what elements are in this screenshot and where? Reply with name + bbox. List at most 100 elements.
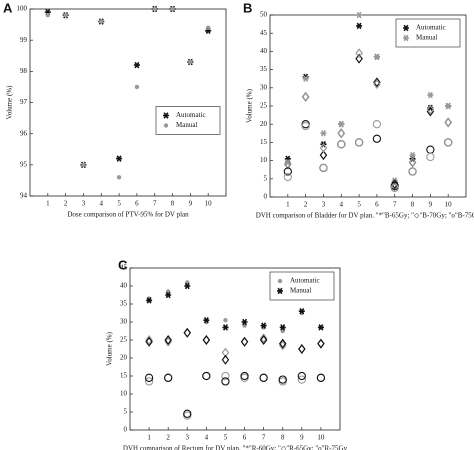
x-tick-label: 3 <box>322 201 326 209</box>
y-axis-label: Volume (%) <box>106 331 114 366</box>
diamond-marker <box>408 157 417 168</box>
legend-label: Automatic <box>176 111 206 119</box>
x-axis-label: Dose comparison of PTV-95% for DV plan <box>67 211 189 219</box>
y-tick-label: 45 <box>120 264 128 272</box>
diamond-marker <box>202 335 211 345</box>
circle-marker <box>297 375 306 384</box>
legend-marker <box>163 123 169 128</box>
diamond-marker <box>373 77 381 88</box>
x-axis-label: DVH comparison of Rectum for DV plan. "*… <box>123 445 348 450</box>
diamond-marker <box>301 91 310 102</box>
x-tick-label: 3 <box>186 434 190 442</box>
diamond-marker <box>298 344 306 354</box>
y-tick-label: 0 <box>124 426 128 434</box>
diamond-marker <box>301 91 310 102</box>
panel-label: C <box>118 257 128 272</box>
dot-marker <box>188 59 193 65</box>
star-marker <box>260 322 267 329</box>
x-tick-label: 5 <box>357 201 361 209</box>
y-tick-label: 5 <box>124 408 128 416</box>
x-tick-label: 5 <box>117 200 121 208</box>
diamond-marker <box>202 335 211 345</box>
circle-marker <box>259 373 268 382</box>
x-tick-label: 4 <box>205 434 209 442</box>
legend-label: Manual <box>290 287 311 295</box>
legend-marker <box>277 287 283 295</box>
y-tick-label: 30 <box>260 83 268 91</box>
y-tick-label: 95 <box>20 160 28 168</box>
circle-marker <box>240 371 249 381</box>
diamond-marker <box>240 336 249 347</box>
star-marker <box>133 61 140 69</box>
diamond-marker <box>298 344 306 354</box>
diamond-marker <box>164 335 172 345</box>
y-tick-label: 25 <box>120 336 128 344</box>
circle-marker <box>408 167 417 176</box>
diamond-marker <box>183 327 192 338</box>
diamond-marker <box>337 128 346 139</box>
dot-marker <box>63 13 68 18</box>
star-marker <box>184 282 191 290</box>
star-marker <box>356 11 363 19</box>
panel-label: A <box>3 0 13 15</box>
y-tick-label: 20 <box>260 120 268 128</box>
y-tick-label: 40 <box>120 282 128 290</box>
dot-marker <box>170 6 175 12</box>
circle-marker <box>297 371 306 381</box>
x-tick-label: 10 <box>317 434 325 442</box>
legend-box <box>269 271 335 301</box>
y-tick-label: 10 <box>260 156 268 164</box>
star-marker <box>427 91 434 99</box>
dot-marker <box>152 6 157 12</box>
circle-marker <box>221 371 230 381</box>
x-tick-label: 3 <box>82 200 86 208</box>
circle-marker <box>221 377 230 386</box>
y-tick-label: 50 <box>260 11 268 19</box>
x-tick-label: 7 <box>262 434 266 442</box>
legend-box <box>155 106 221 135</box>
y-tick-label: 20 <box>120 354 128 362</box>
y-tick-label: 97 <box>20 98 28 106</box>
circle-marker <box>301 121 310 131</box>
diamond-marker <box>145 336 153 347</box>
diamond-marker <box>183 327 192 338</box>
dot-marker <box>134 84 140 90</box>
star-marker <box>203 316 210 324</box>
y-tick-label: 25 <box>260 102 268 110</box>
dot-marker <box>223 318 228 323</box>
diamond-marker <box>259 335 268 345</box>
circle-marker <box>283 172 292 182</box>
y-tick-label: 5 <box>264 174 268 182</box>
x-tick-label: 9 <box>300 434 304 442</box>
legend-marker <box>403 24 409 32</box>
circle-marker <box>337 140 346 149</box>
diamond-marker <box>240 336 249 347</box>
y-tick-label: 40 <box>260 47 268 55</box>
star-marker <box>356 22 363 30</box>
circle-marker <box>426 152 435 162</box>
y-tick-label: 98 <box>20 67 28 75</box>
x-tick-label: 9 <box>189 200 193 208</box>
x-tick-label: 4 <box>100 200 104 208</box>
x-tick-label: 6 <box>135 200 139 208</box>
star-marker <box>317 324 324 331</box>
x-tick-label: 10 <box>205 200 213 208</box>
circle-marker <box>354 138 364 147</box>
x-axis-label: DVH comparison of Bladder for DV plan. "… <box>256 212 474 220</box>
circle-marker <box>202 371 211 381</box>
x-tick-label: 6 <box>243 434 247 442</box>
circle-marker <box>444 138 453 147</box>
diamond-marker <box>337 128 346 139</box>
star-marker <box>373 53 380 61</box>
dot-marker <box>99 19 104 24</box>
circle-marker <box>278 375 287 384</box>
x-tick-label: 7 <box>153 200 157 208</box>
diamond-marker <box>317 338 325 349</box>
circle-marker <box>144 373 154 382</box>
y-tick-label: 0 <box>264 193 268 201</box>
x-tick-label: 8 <box>281 434 285 442</box>
plot-frame <box>29 8 227 197</box>
x-tick-label: 2 <box>166 434 170 442</box>
